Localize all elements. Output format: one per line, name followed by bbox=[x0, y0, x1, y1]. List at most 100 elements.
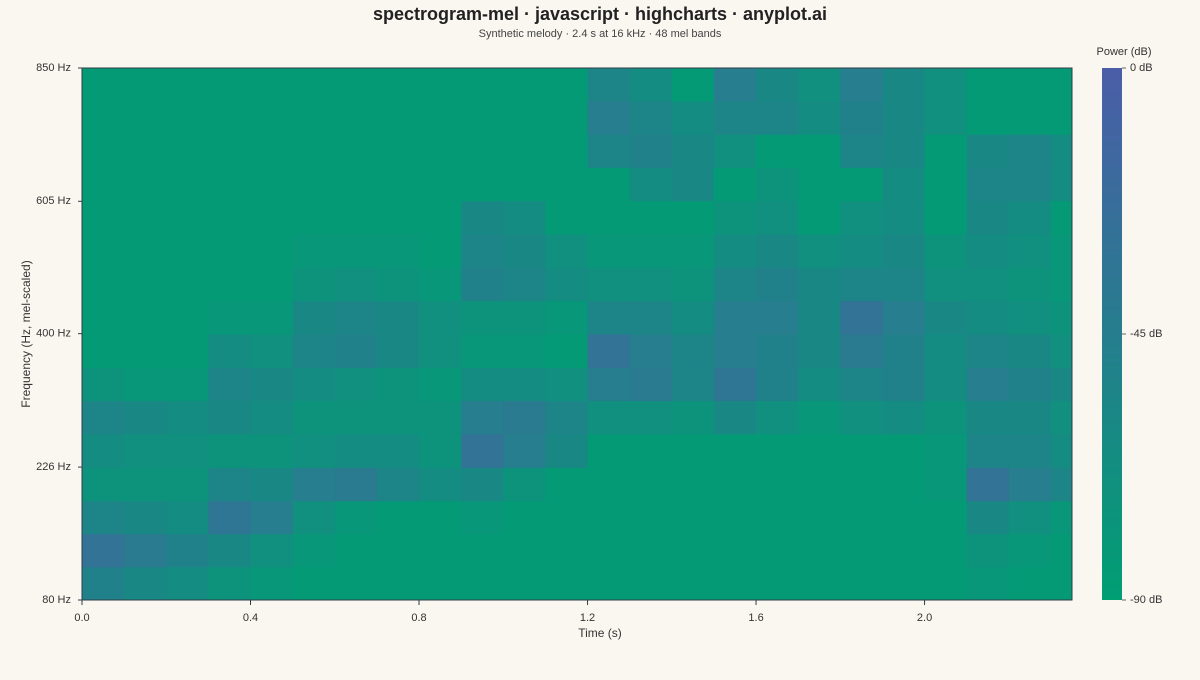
heatmap-cell bbox=[250, 533, 294, 568]
heatmap-cell bbox=[1050, 467, 1072, 502]
heatmap-cell bbox=[419, 467, 462, 502]
heatmap-cell bbox=[798, 467, 841, 502]
heatmap-cell bbox=[503, 167, 547, 202]
heatmap-cell bbox=[166, 167, 209, 202]
heatmap-cell bbox=[503, 467, 547, 502]
heatmap-cell bbox=[671, 367, 715, 401]
heatmap-cell bbox=[966, 68, 1010, 102]
heatmap-cell bbox=[587, 566, 631, 600]
heatmap-cell bbox=[671, 134, 715, 168]
heatmap-cell bbox=[798, 367, 841, 401]
colorbar-tick-label: 0 dB bbox=[1130, 62, 1153, 74]
heatmap-cell bbox=[503, 233, 547, 268]
heatmap-cell bbox=[966, 267, 1010, 302]
heatmap-cell bbox=[166, 200, 209, 235]
heatmap-cell bbox=[587, 233, 631, 268]
heatmap-cell bbox=[166, 533, 209, 568]
heatmap-cell bbox=[545, 267, 589, 302]
heatmap-cell bbox=[419, 400, 462, 435]
heatmap-cell bbox=[756, 333, 799, 368]
heatmap-cell bbox=[503, 68, 547, 102]
heatmap-cell bbox=[208, 267, 252, 302]
heatmap-cell bbox=[292, 167, 336, 202]
heatmap-cell bbox=[545, 333, 589, 368]
heatmap-cell bbox=[545, 467, 589, 502]
heatmap-cell bbox=[292, 467, 336, 502]
heatmap-cell bbox=[292, 267, 336, 302]
heatmap-cell bbox=[461, 367, 504, 401]
heatmap-cell bbox=[1008, 200, 1052, 235]
heatmap-cell bbox=[629, 134, 673, 168]
heatmap-cell bbox=[798, 200, 841, 235]
heatmap-cell bbox=[882, 68, 926, 102]
heatmap-cell bbox=[292, 134, 336, 168]
heatmap-cell bbox=[671, 467, 715, 502]
heatmap-cell bbox=[1008, 467, 1052, 502]
heatmap-cell bbox=[334, 200, 378, 235]
heatmap-cell bbox=[798, 566, 841, 600]
heatmap-cell bbox=[756, 467, 799, 502]
heatmap-cell bbox=[82, 333, 125, 368]
heatmap-cell bbox=[124, 100, 167, 135]
heatmap-cell bbox=[376, 367, 420, 401]
y-tick-label: 850 Hz bbox=[36, 62, 71, 74]
heatmap-cell bbox=[419, 433, 462, 468]
heatmap-cell bbox=[376, 500, 420, 535]
colorbar-tick-label: -45 dB bbox=[1130, 328, 1162, 340]
heatmap-cell bbox=[798, 134, 841, 168]
heatmap-cell bbox=[587, 433, 631, 468]
heatmap-cell bbox=[545, 233, 589, 268]
heatmap-cell bbox=[1050, 200, 1072, 235]
heatmap-cell bbox=[840, 100, 884, 135]
heatmap-cell bbox=[713, 333, 757, 368]
heatmap-cell bbox=[671, 300, 715, 335]
heatmap-cell bbox=[208, 467, 252, 502]
heatmap-cell bbox=[798, 533, 841, 568]
heatmap-cell bbox=[461, 433, 504, 468]
heatmap-cell bbox=[1008, 233, 1052, 268]
heatmap-cell bbox=[166, 267, 209, 302]
heatmap-cell bbox=[756, 200, 799, 235]
heatmap-cell bbox=[966, 433, 1010, 468]
heatmap-cell bbox=[545, 68, 589, 102]
heatmap-cell bbox=[1008, 533, 1052, 568]
heatmap-cell bbox=[671, 167, 715, 202]
heatmap-cell bbox=[756, 500, 799, 535]
heatmap-cell bbox=[1050, 233, 1072, 268]
heatmap-cell bbox=[166, 100, 209, 135]
heatmap-cell bbox=[756, 533, 799, 568]
heatmap-cell bbox=[124, 333, 167, 368]
heatmap-cell bbox=[503, 200, 547, 235]
heatmap-cell bbox=[840, 167, 884, 202]
heatmap-cell bbox=[419, 100, 462, 135]
heatmap-cell bbox=[166, 566, 209, 600]
heatmap-cell bbox=[334, 500, 378, 535]
heatmap-cell bbox=[840, 367, 884, 401]
heatmap-cell bbox=[756, 267, 799, 302]
heatmap-cell bbox=[713, 68, 757, 102]
heatmap-cell bbox=[124, 167, 167, 202]
heatmap-cell bbox=[376, 134, 420, 168]
heatmap-cell bbox=[124, 68, 167, 102]
heatmap-cell bbox=[882, 500, 926, 535]
heatmap-cell bbox=[208, 233, 252, 268]
heatmap-cell bbox=[82, 167, 125, 202]
heatmap-cell bbox=[166, 400, 209, 435]
heatmap-cell bbox=[376, 467, 420, 502]
heatmap-cell bbox=[924, 533, 968, 568]
heatmap-cell bbox=[82, 134, 125, 168]
heatmap-cell bbox=[545, 100, 589, 135]
heatmap-cell bbox=[461, 233, 504, 268]
heatmap bbox=[82, 68, 1072, 600]
heatmap-cell bbox=[419, 68, 462, 102]
heatmap-cell bbox=[503, 433, 547, 468]
heatmap-cell bbox=[419, 134, 462, 168]
heatmap-cell bbox=[124, 267, 167, 302]
heatmap-cell bbox=[82, 233, 125, 268]
x-tick-label: 0.0 bbox=[74, 612, 89, 624]
heatmap-cell bbox=[124, 300, 167, 335]
heatmap-cell bbox=[629, 267, 673, 302]
heatmap-cell bbox=[82, 100, 125, 135]
